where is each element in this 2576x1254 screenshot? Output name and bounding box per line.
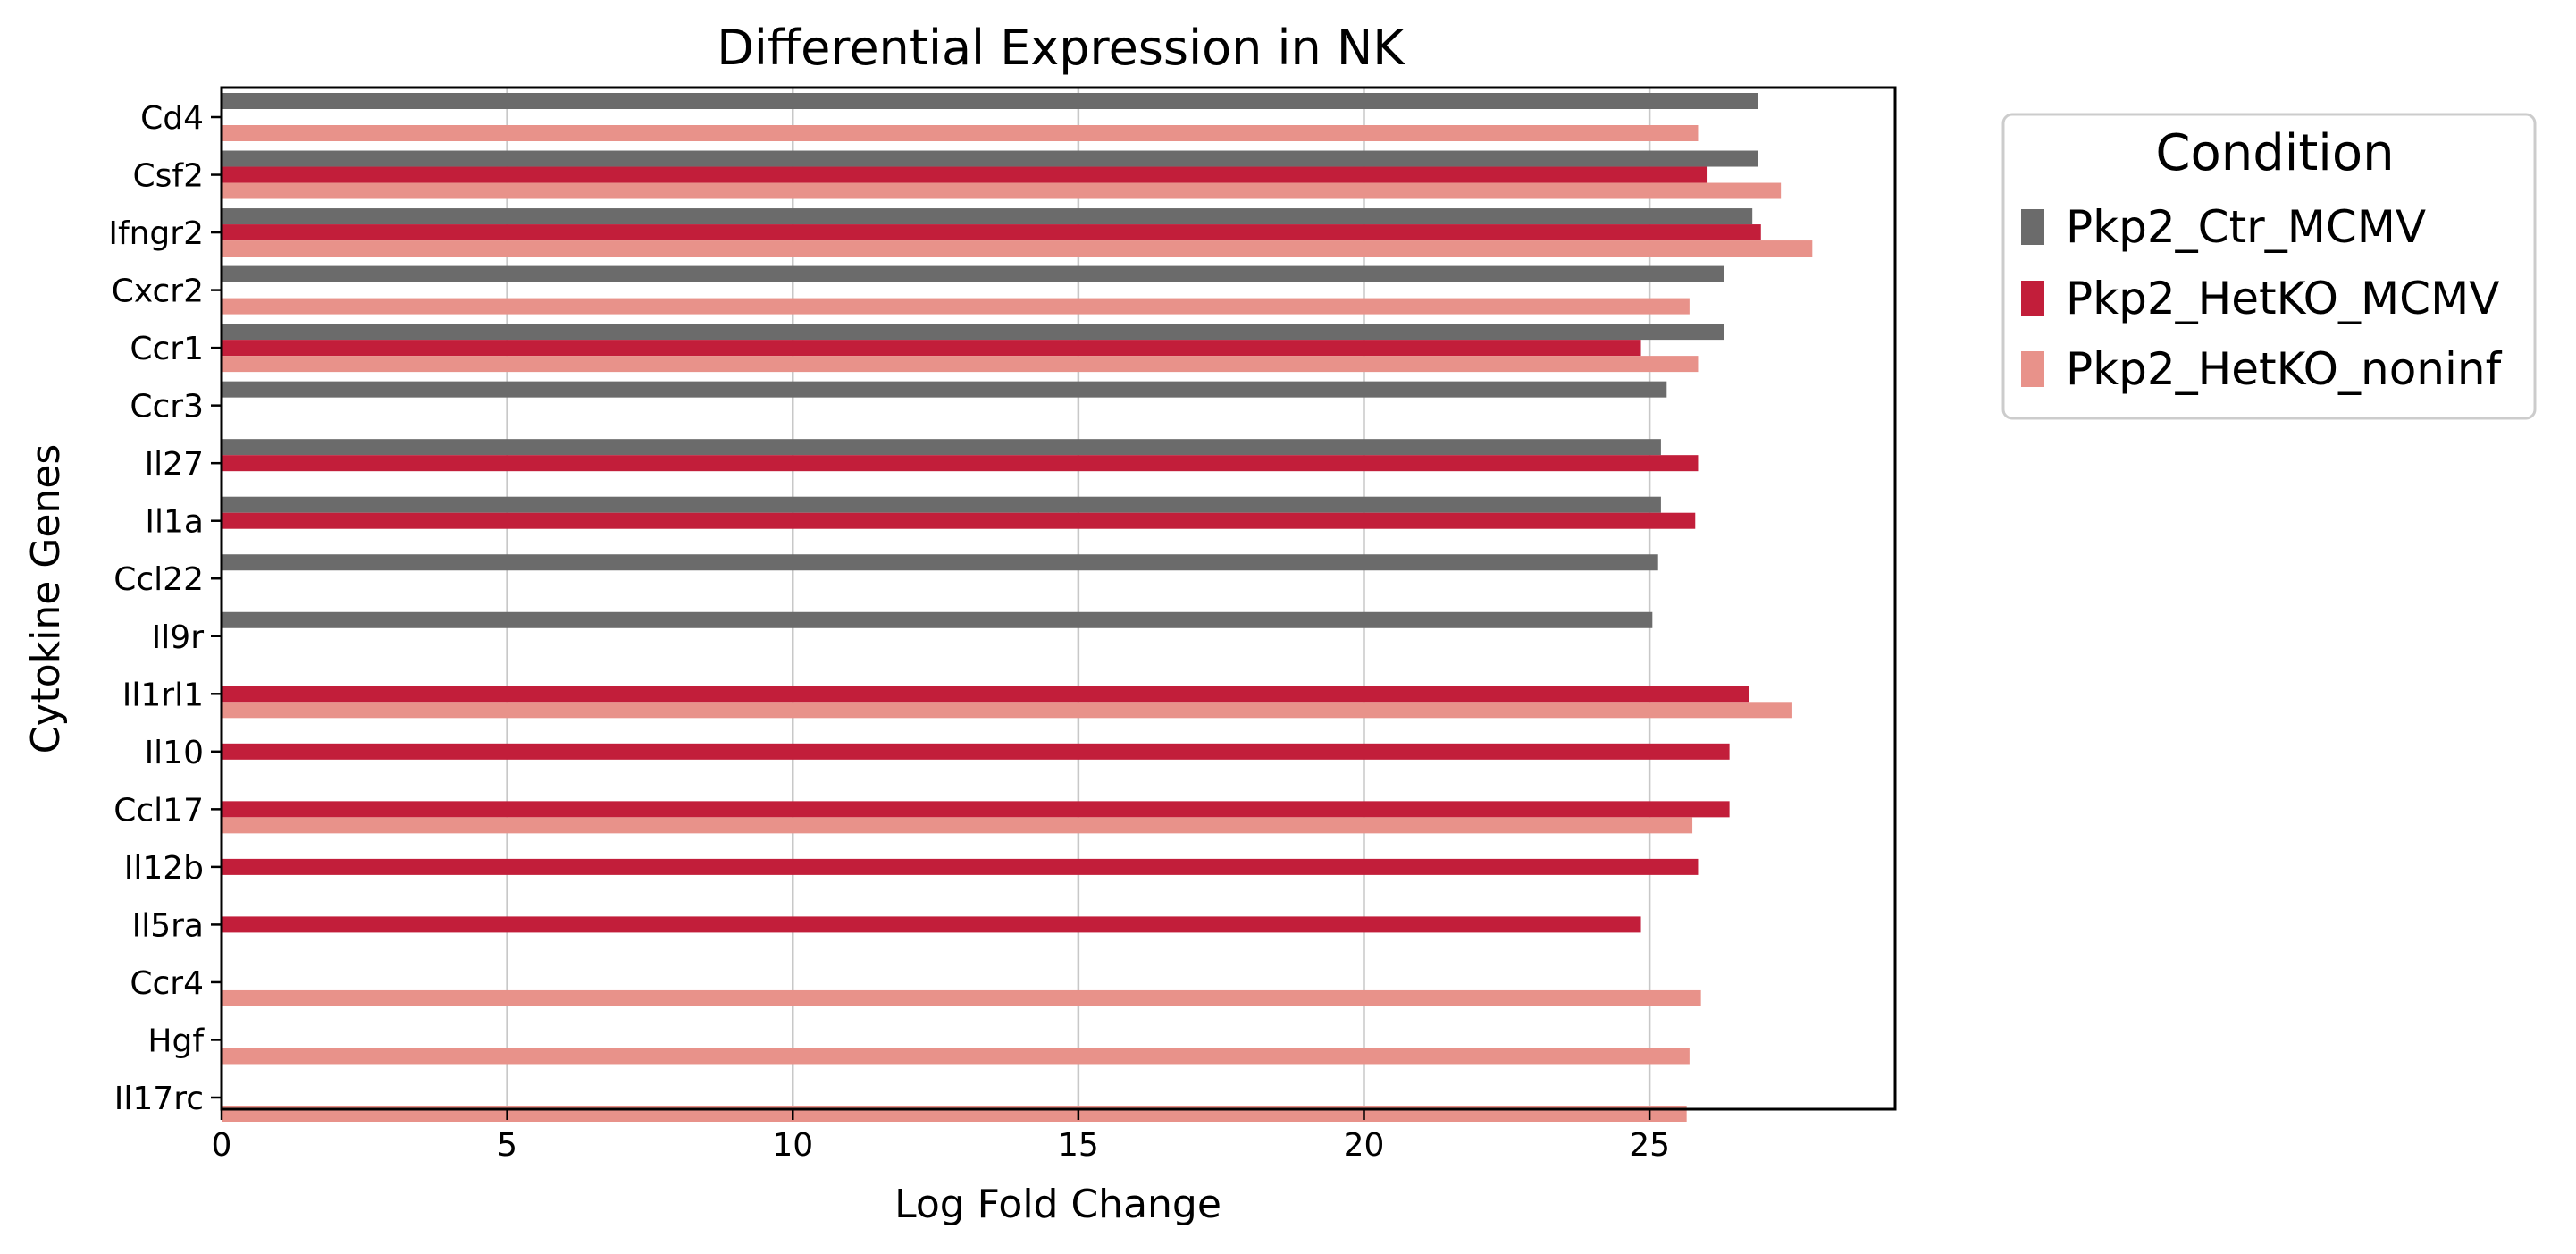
bar-Pkp2_HetKO_noninf-Ccr4	[222, 989, 1701, 1006]
bar-Pkp2_HetKO_noninf-Csf2	[222, 182, 1782, 199]
bar-Pkp2_HetKO_MCMV-Il12b	[222, 858, 1699, 875]
x-tick-label: 5	[497, 1127, 517, 1164]
y-tick-label: Csf2	[133, 158, 204, 195]
y-tick-label: Il5ra	[132, 907, 204, 944]
chart-title: Differential Expression in NK	[717, 20, 1405, 76]
legend-swatch	[2021, 209, 2044, 245]
y-tick-label: Il17rc	[114, 1081, 204, 1117]
x-tick-label: 0	[212, 1127, 232, 1164]
y-ticks: Cd4 Csf2 Ifngr2 Cxcr2 Ccr1 Ccr3 Il27 Il1a Ccl22 I…	[108, 100, 222, 1117]
x-ticks: 0 5 10 15 20 25	[212, 1109, 1670, 1164]
y-tick-label: Il10	[145, 735, 204, 771]
bar-Pkp2_HetKO_MCMV-Ccr1	[222, 340, 1641, 357]
legend-box	[2001, 113, 2537, 420]
legend-label: Pkp2_HetKO_noninf	[2066, 343, 2503, 395]
bar-Pkp2_Ctr_MCMV-Cd4	[222, 93, 1758, 109]
bar-Pkp2_HetKO_MCMV-Ifngr2	[222, 224, 1761, 241]
legend-swatch	[2021, 351, 2044, 387]
plot-frame	[220, 86, 1897, 1111]
legend-label: Pkp2_HetKO_MCMV	[2066, 273, 2499, 324]
y-axis-label: Cytokine Genes	[23, 444, 69, 754]
bar-Pkp2_HetKO_MCMV-Il10	[222, 743, 1730, 760]
bar-Pkp2_HetKO_MCMV-Il5ra	[222, 916, 1641, 933]
legend: Condition Pkp2_Ctr_MCMVPkp2_HetKO_MCMVPk…	[2001, 113, 2537, 420]
x-tick-label: 20	[1344, 1127, 1385, 1164]
bar-Pkp2_Ctr_MCMV-Cxcr2	[222, 265, 1724, 282]
y-tick-label: Cxcr2	[112, 274, 204, 310]
bar-Pkp2_HetKO_MCMV-Il27	[222, 455, 1699, 472]
y-tick-label: Ccr4	[130, 965, 204, 1002]
bar-Pkp2_Ctr_MCMV-Il1a	[222, 496, 1661, 513]
bar-Pkp2_HetKO_noninf-Cd4	[222, 125, 1699, 141]
y-tick-label: Il1a	[145, 504, 204, 541]
bars	[222, 93, 1813, 1122]
bar-Pkp2_HetKO_noninf-Cxcr2	[222, 298, 1690, 315]
bar-Pkp2_Ctr_MCMV-Ifngr2	[222, 208, 1753, 225]
y-tick-label: Il1rl1	[122, 677, 204, 713]
bar-Pkp2_HetKO_noninf-Ccr1	[222, 356, 1699, 373]
y-tick-label: Hgf	[147, 1023, 205, 1059]
y-tick-label: Cd4	[140, 100, 204, 137]
bar-Pkp2_HetKO_noninf-Ifngr2	[222, 240, 1813, 257]
bar-Pkp2_HetKO_noninf-Ccl17	[222, 817, 1693, 834]
legend-title: Condition	[2155, 124, 2394, 182]
bar-Pkp2_Ctr_MCMV-Ccl22	[222, 554, 1658, 571]
y-tick-label: Il12b	[124, 850, 204, 887]
legend-swatch	[2021, 281, 2044, 316]
bar-Pkp2_HetKO_noninf-Il1rl1	[222, 702, 1792, 719]
bar-Pkp2_HetKO_MCMV-Il1a	[222, 512, 1696, 529]
bar-Pkp2_HetKO_MCMV-Csf2	[222, 166, 1708, 183]
y-tick-label: Il9r	[152, 619, 205, 656]
bar-Pkp2_Ctr_MCMV-Ccr3	[222, 381, 1667, 398]
bar-Pkp2_Ctr_MCMV-Il27	[222, 439, 1661, 456]
y-tick-label: Ccl22	[113, 561, 204, 598]
legend-label: Pkp2_Ctr_MCMV	[2066, 201, 2426, 253]
y-tick-label: Ccr1	[130, 331, 204, 367]
bar-Pkp2_Ctr_MCMV-Il9r	[222, 611, 1653, 628]
x-tick-label: 25	[1629, 1127, 1670, 1164]
bar-Pkp2_HetKO_MCMV-Il1rl1	[222, 686, 1749, 703]
bar-Pkp2_Ctr_MCMV-Csf2	[222, 150, 1758, 167]
y-tick-label: Il27	[145, 446, 204, 483]
x-tick-label: 15	[1058, 1127, 1099, 1164]
legend-items: Pkp2_Ctr_MCMV Pkp2_HetKO_MCMV Pkp2_HetKO_n…	[2021, 201, 2503, 395]
x-tick-label: 10	[772, 1127, 813, 1164]
bar-Pkp2_HetKO_noninf-Hgf	[222, 1048, 1690, 1065]
bar-Pkp2_HetKO_MCMV-Ccl17	[222, 801, 1730, 818]
x-axis-label: Log Fold Change	[894, 1182, 1221, 1227]
bar-Pkp2_Ctr_MCMV-Ccr1	[222, 324, 1724, 341]
y-tick-label: Ccl17	[113, 792, 204, 829]
y-tick-label: Ccr3	[130, 389, 204, 425]
y-tick-label: Ifngr2	[108, 215, 204, 252]
